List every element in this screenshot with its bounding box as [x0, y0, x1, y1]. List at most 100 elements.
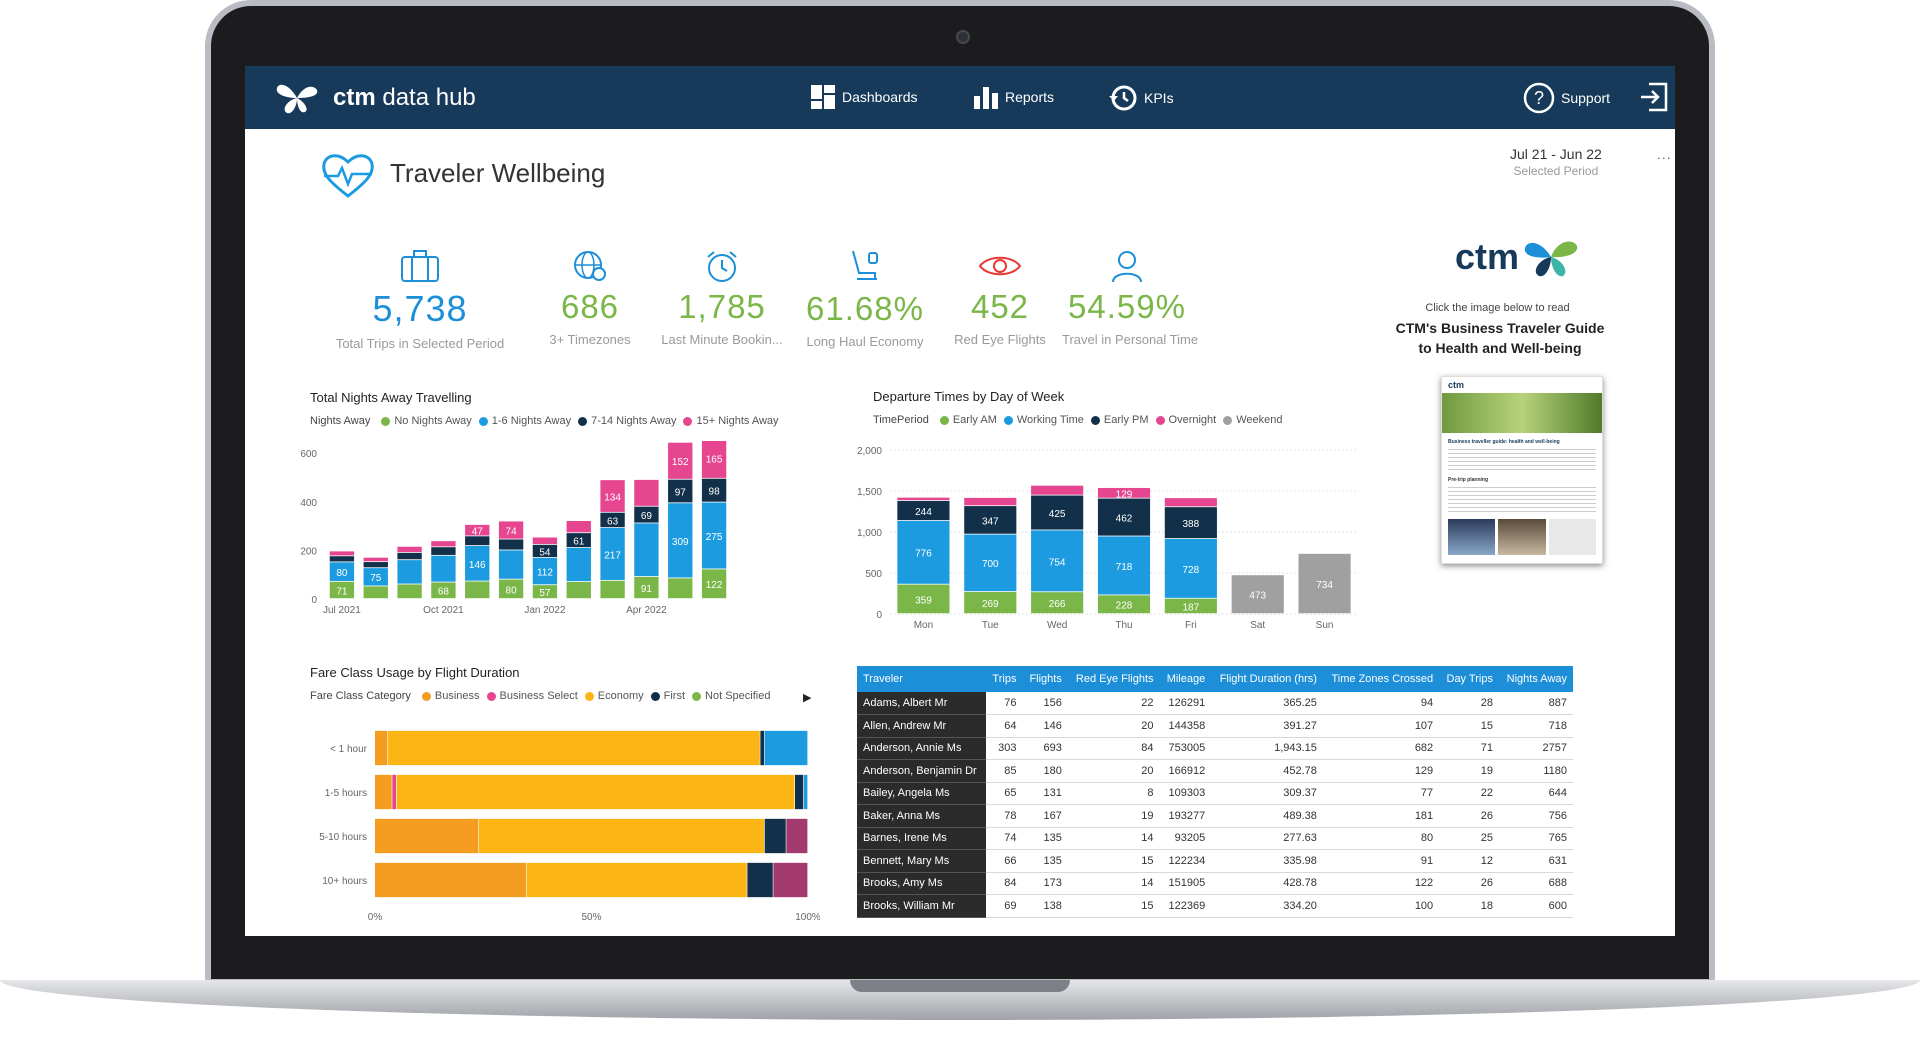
bar-segment[interactable] [375, 730, 388, 766]
column-header[interactable]: Trips [985, 666, 1023, 692]
bar-segment[interactable] [532, 537, 558, 544]
bar-segment[interactable] [478, 818, 765, 854]
bar-segment[interactable] [465, 581, 490, 599]
legend-item[interactable]: Economy [597, 690, 644, 702]
bar-segment[interactable] [897, 520, 950, 584]
bar-segment[interactable] [431, 541, 456, 547]
bar-segment[interactable] [375, 774, 392, 810]
bar-segment[interactable] [634, 506, 659, 523]
bar-segment[interactable] [397, 584, 422, 599]
bar-segment[interactable] [668, 578, 693, 599]
bar-segment[interactable] [363, 557, 388, 562]
column-header[interactable]: Traveler [857, 666, 986, 692]
bar-segment[interactable] [431, 547, 456, 555]
bar-segment[interactable] [329, 556, 355, 562]
bar-segment[interactable] [329, 581, 355, 599]
table-row[interactable]: Adams, Albert Mr 76 156 22 126291 365.25 94 28 8… [857, 692, 1573, 715]
legend-item[interactable]: 7-14 Nights Away [591, 415, 677, 427]
bar-segment[interactable] [764, 818, 786, 854]
bar-segment[interactable] [498, 521, 524, 539]
column-header[interactable]: Flights [1022, 666, 1068, 692]
bar-segment[interactable] [532, 544, 558, 558]
bar-segment[interactable] [566, 581, 591, 599]
bar-segment[interactable] [897, 500, 950, 521]
column-header[interactable]: Nights Away [1498, 666, 1573, 692]
bar-segment[interactable] [634, 523, 659, 577]
bar-segment[interactable] [964, 497, 1017, 506]
bar-segment[interactable] [1164, 498, 1217, 507]
table-row[interactable]: Anderson, Annie Ms 303 693 84 753005 1,943.15… [857, 737, 1573, 760]
bar-segment[interactable] [363, 568, 388, 586]
bar-segment[interactable] [1031, 530, 1084, 592]
column-header[interactable]: Day Trips [1439, 666, 1499, 692]
bar-segment[interactable] [1298, 553, 1351, 614]
bar-segment[interactable] [431, 582, 456, 599]
bar-segment[interactable] [634, 479, 659, 506]
legend-item[interactable]: Not Specified [705, 690, 771, 702]
bar-segment[interactable] [392, 774, 397, 810]
nav-kpis[interactable]: KPIs [1108, 84, 1174, 112]
bar-segment[interactable] [526, 862, 747, 898]
nav-dashboards[interactable]: Dashboards [810, 84, 918, 110]
bar-segment[interactable] [363, 562, 388, 568]
column-header[interactable]: Flight Duration (hrs) [1211, 666, 1323, 692]
bar-segment[interactable] [1097, 536, 1151, 595]
sign-out-button[interactable] [1639, 82, 1669, 117]
bar-segment[interactable] [964, 506, 1017, 534]
bar-segment[interactable] [1164, 598, 1217, 614]
legend-item[interactable]: Overnight [1168, 414, 1217, 426]
table-row[interactable]: Anderson, Benjamin Dr 85 180 20 166912 452.78… [857, 759, 1573, 783]
bar-segment[interactable] [803, 774, 808, 810]
bar-segment[interactable] [498, 579, 524, 599]
bar-segment[interactable] [701, 502, 727, 569]
bar-segment[interactable] [396, 774, 795, 810]
bar-segment[interactable] [668, 503, 693, 578]
bar-segment[interactable] [387, 730, 760, 766]
bar-segment[interactable] [1031, 495, 1084, 530]
bar-segment[interactable] [1031, 485, 1084, 495]
bar-segment[interactable] [465, 546, 490, 581]
bar-segment[interactable] [375, 862, 526, 898]
nav-reports[interactable]: Reports [973, 84, 1054, 110]
table-row[interactable]: Allen, Andrew Mr 64 146 20 144358 391.27 107 15… [857, 714, 1573, 738]
bar-segment[interactable] [1231, 575, 1284, 614]
bar-segment[interactable] [532, 557, 558, 585]
column-header[interactable]: Mileage [1159, 666, 1212, 692]
bar-segment[interactable] [668, 479, 693, 503]
bar-segment[interactable] [329, 551, 355, 556]
bar-segment[interactable] [498, 539, 524, 550]
bar-segment[interactable] [701, 441, 727, 478]
bar-segment[interactable] [701, 569, 727, 599]
bar-segment[interactable] [397, 546, 422, 553]
table-row[interactable]: Bennett, Mary Ms 66 135 15 122234 335.98 91 12 6… [857, 849, 1573, 873]
legend-item[interactable]: 15+ Nights Away [696, 415, 779, 427]
selected-period[interactable]: Jul 21 - Jun 22 Selected Period [1510, 146, 1602, 178]
bar-segment[interactable] [397, 560, 422, 584]
legend-item[interactable]: Business [434, 690, 480, 702]
bar-segment[interactable] [600, 480, 625, 512]
table-row[interactable]: Barnes, Irene Ms 74 135 14 93205 277.63 80 25 76… [857, 827, 1573, 850]
bar-segment[interactable] [532, 585, 558, 599]
bar-segment[interactable] [1031, 592, 1084, 614]
bar-segment[interactable] [465, 536, 490, 546]
legend-item[interactable]: First [663, 690, 686, 702]
bar-segment[interactable] [764, 730, 808, 766]
bar-segment[interactable] [600, 512, 625, 528]
column-header[interactable]: Red Eye Flights [1067, 666, 1160, 692]
legend-next-arrow-icon[interactable]: ▶ [803, 692, 812, 704]
legend-item[interactable]: Working Time [1016, 414, 1084, 426]
table-row[interactable]: Brooks, Amy Ms 84 173 14 151905 428.78 122 26 68… [857, 872, 1573, 895]
legend-item[interactable]: No Nights Away [394, 415, 472, 427]
bar-segment[interactable] [773, 862, 808, 898]
bar-segment[interactable] [600, 580, 625, 599]
legend-item[interactable]: 1-6 Nights Away [491, 415, 572, 427]
bar-segment[interactable] [397, 552, 422, 560]
bar-segment[interactable] [634, 576, 659, 599]
bar-segment[interactable] [760, 730, 765, 766]
bar-segment[interactable] [1097, 498, 1151, 536]
bar-segment[interactable] [897, 584, 950, 614]
legend-item[interactable]: Weekend [1236, 414, 1283, 426]
bar-segment[interactable] [375, 818, 479, 854]
bar-segment[interactable] [465, 524, 490, 536]
bar-segment[interactable] [566, 547, 591, 582]
